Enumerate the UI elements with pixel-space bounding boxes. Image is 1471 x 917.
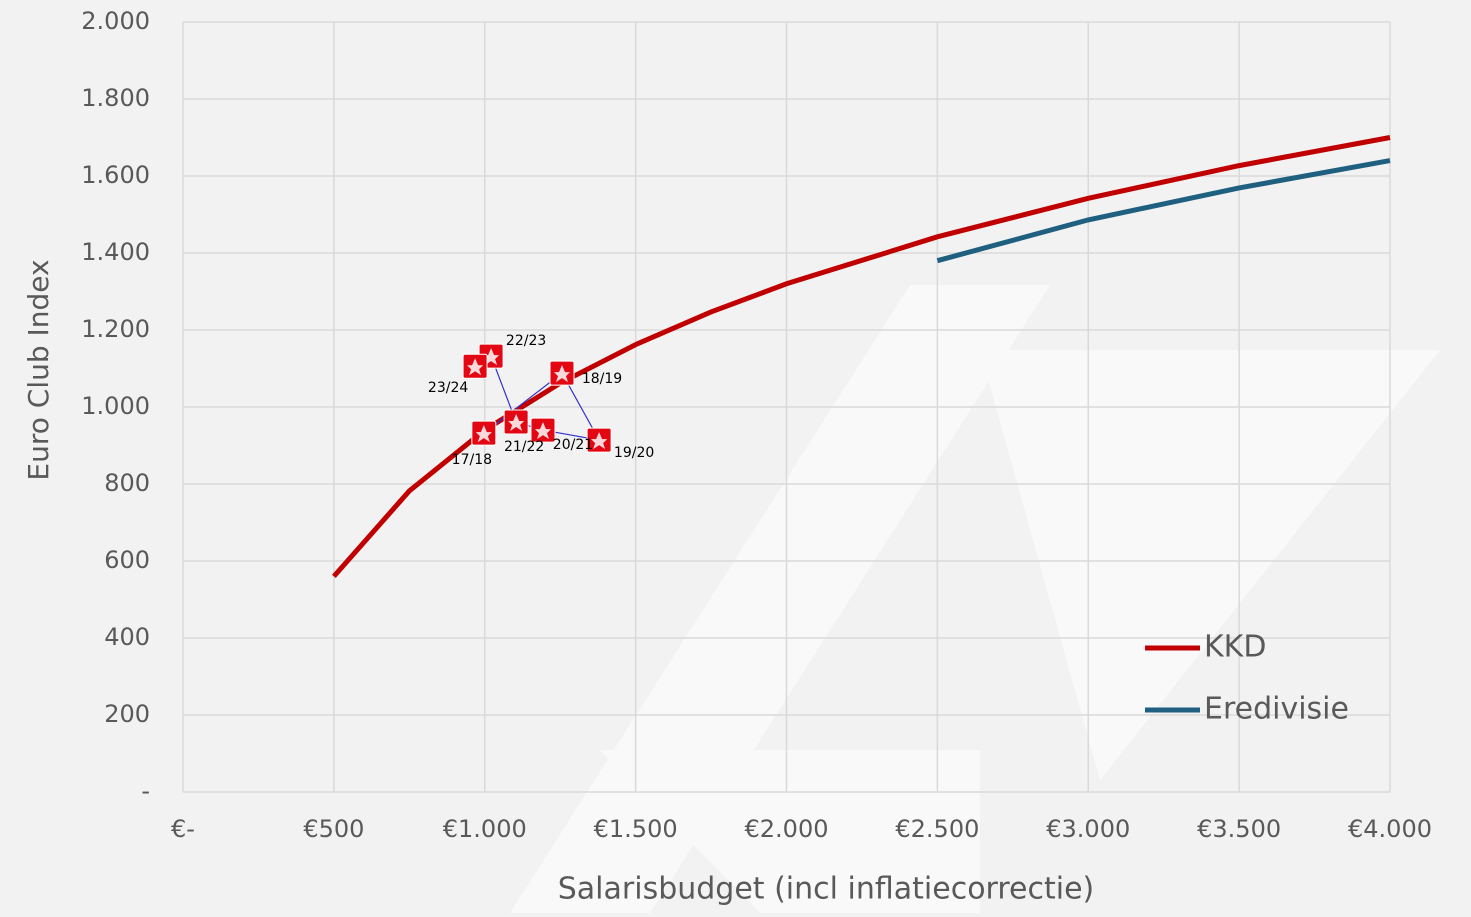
x-tick-label: €4.000	[1348, 815, 1432, 843]
y-tick-label: -	[141, 777, 150, 805]
x-tick-label: €3.500	[1197, 815, 1281, 843]
point-label: 22/23	[506, 333, 546, 349]
point-icon	[553, 365, 570, 383]
point-icon	[467, 358, 484, 376]
y-tick-label: 1.200	[81, 315, 150, 343]
y-axis-title: Euro Club Index	[22, 259, 55, 480]
x-tick-label: €2.500	[895, 815, 979, 843]
y-tick-label: 400	[104, 623, 150, 651]
x-tick-label: €3.000	[1046, 815, 1130, 843]
y-tick-label: 1.800	[81, 84, 150, 112]
x-tick-label: €-	[171, 815, 195, 843]
watermark-shape	[600, 750, 980, 913]
point-icon	[591, 432, 608, 450]
y-tick-label: 1.600	[81, 161, 150, 189]
point-icon	[475, 425, 492, 443]
x-tick-label: €1.500	[594, 815, 678, 843]
x-tick-label: €1.000	[443, 815, 527, 843]
point-label: 21/22	[504, 439, 544, 455]
x-axis-title: Salarisbudget (incl inflatiecorrectie)	[558, 872, 1094, 907]
y-tick-label: 600	[104, 546, 150, 574]
legend-label: Eredivisie	[1204, 692, 1349, 727]
x-tick-label: €500	[303, 815, 364, 843]
watermark-shape	[980, 350, 1440, 780]
point-label: 19/20	[614, 445, 654, 461]
watermark	[510, 285, 1440, 913]
y-tick-label: 200	[104, 700, 150, 728]
line-series	[936, 158, 1391, 264]
point-label: 17/18	[452, 452, 492, 468]
point-label: 20/21	[553, 437, 593, 453]
point-icon	[508, 414, 525, 432]
legend-label: KKD	[1204, 630, 1266, 665]
y-tick-label: 800	[104, 469, 150, 497]
y-tick-label: 1.400	[81, 238, 150, 266]
y-tick-label: 1.000	[81, 392, 150, 420]
point-label: 18/19	[582, 371, 622, 387]
point-icon	[534, 422, 551, 440]
point-label: 23/24	[428, 380, 468, 396]
x-tick-label: €2.000	[745, 815, 829, 843]
y-tick-label: 2.000	[81, 7, 150, 35]
line-series	[332, 135, 1391, 579]
